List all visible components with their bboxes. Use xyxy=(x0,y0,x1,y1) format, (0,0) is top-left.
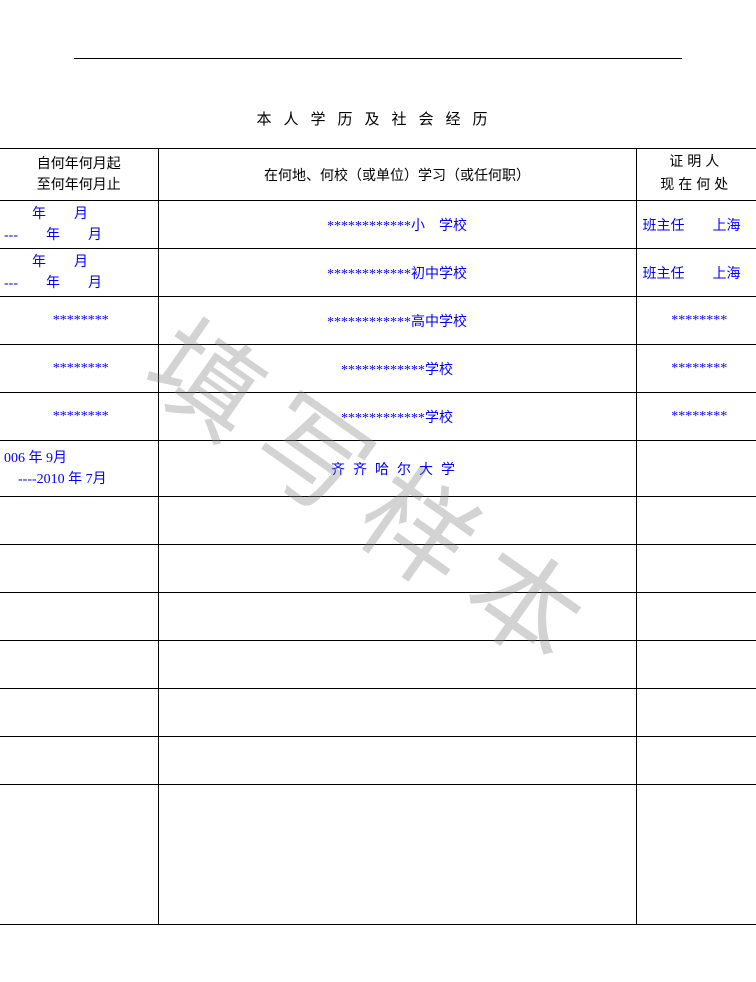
table-row xyxy=(0,593,756,641)
table-body: 年 月--- 年 月************小 学校班主任 上海 年 月--- … xyxy=(0,201,756,925)
table-row: ********************高中学校******** xyxy=(0,297,756,345)
top-divider-line xyxy=(74,58,682,59)
place-cell xyxy=(158,689,636,737)
witness-cell xyxy=(636,593,756,641)
place-cell: ************小 学校 xyxy=(158,201,636,249)
witness-cell xyxy=(636,785,756,925)
date-cell xyxy=(0,497,158,545)
date-cell: ******** xyxy=(0,297,158,345)
place-cell xyxy=(158,545,636,593)
table-row: ********************学校******** xyxy=(0,393,756,441)
witness-cell: ******** xyxy=(636,345,756,393)
place-cell xyxy=(158,737,636,785)
witness-cell: 班主任 上海 xyxy=(636,249,756,297)
witness-cell: ******** xyxy=(636,393,756,441)
witness-cell xyxy=(636,497,756,545)
witness-cell xyxy=(636,545,756,593)
witness-cell xyxy=(636,641,756,689)
place-cell: ************初中学校 xyxy=(158,249,636,297)
date-cell: ******** xyxy=(0,393,158,441)
date-cell xyxy=(0,593,158,641)
date-cell: 006 年 9月 ----2010 年 7月 xyxy=(0,441,158,497)
table-row xyxy=(0,497,756,545)
date-cell xyxy=(0,641,158,689)
date-cell xyxy=(0,737,158,785)
table-header-row: 自何年何月起至何年何月止 在何地、何校（或单位）学习（或任何职） 证明人现在何处 xyxy=(0,149,756,201)
witness-cell xyxy=(636,689,756,737)
table-row xyxy=(0,689,756,737)
section-title: 本人学历及社会经历 xyxy=(0,108,756,129)
place-cell: ************学校 xyxy=(158,393,636,441)
place-cell xyxy=(158,497,636,545)
place-cell: ************高中学校 xyxy=(158,297,636,345)
date-cell: 年 月--- 年 月 xyxy=(0,201,158,249)
table-row: 006 年 9月 ----2010 年 7月齐齐哈尔大学 xyxy=(0,441,756,497)
table-row: 年 月--- 年 月************小 学校班主任 上海 xyxy=(0,201,756,249)
header-date: 自何年何月起至何年何月止 xyxy=(0,149,158,201)
table-row: ********************学校******** xyxy=(0,345,756,393)
date-cell xyxy=(0,689,158,737)
date-cell xyxy=(0,545,158,593)
place-cell: ************学校 xyxy=(158,345,636,393)
date-cell: 年 月--- 年 月 xyxy=(0,249,158,297)
place-cell xyxy=(158,641,636,689)
place-cell xyxy=(158,593,636,641)
place-cell: 齐齐哈尔大学 xyxy=(158,441,636,497)
witness-cell: ******** xyxy=(636,297,756,345)
table-row xyxy=(0,737,756,785)
history-table: 自何年何月起至何年何月止 在何地、何校（或单位）学习（或任何职） 证明人现在何处… xyxy=(0,148,756,925)
witness-cell xyxy=(636,441,756,497)
table-row: 年 月--- 年 月************初中学校班主任 上海 xyxy=(0,249,756,297)
place-cell xyxy=(158,785,636,925)
table-row xyxy=(0,641,756,689)
header-witness: 证明人现在何处 xyxy=(636,149,756,201)
table-row xyxy=(0,545,756,593)
witness-cell: 班主任 上海 xyxy=(636,201,756,249)
table-row xyxy=(0,785,756,925)
date-cell xyxy=(0,785,158,925)
date-cell: ******** xyxy=(0,345,158,393)
header-place: 在何地、何校（或单位）学习（或任何职） xyxy=(158,149,636,201)
witness-cell xyxy=(636,737,756,785)
